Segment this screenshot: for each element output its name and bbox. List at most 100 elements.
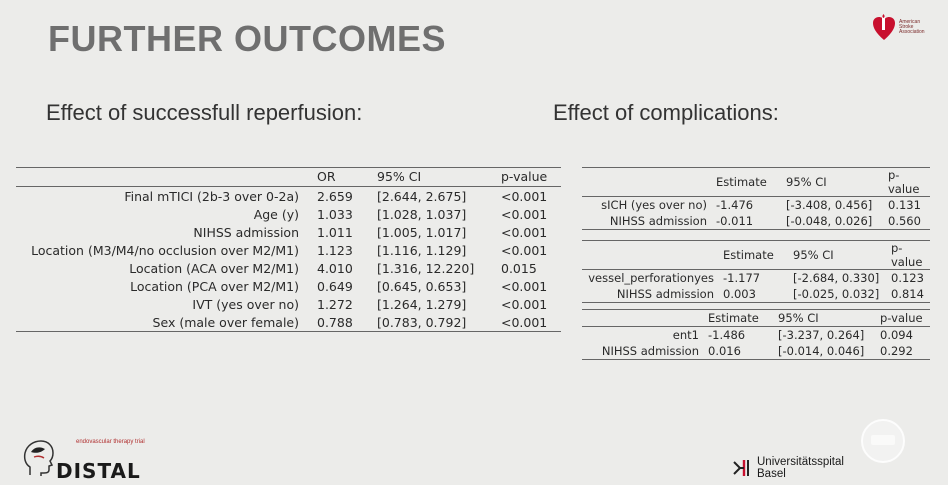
- row-ci: [-2.684, 0.330]: [793, 271, 880, 285]
- distal-wordmark: DISTAL: [56, 459, 141, 483]
- table-row: NIHSS admission -0.011 [-0.048, 0.026] 0…: [582, 213, 930, 230]
- row-ci: [1.116, 1.129]: [377, 242, 467, 258]
- usb-logo: Universitätsspital Basel: [733, 456, 883, 484]
- table-row: ent1 -1.486 [-3.237, 0.264] 0.094: [582, 327, 930, 344]
- table-header-row: Estimate 95% CI p-value: [582, 309, 930, 327]
- heart-torch-icon: [873, 14, 895, 40]
- row-label: sICH (yes over no): [601, 198, 707, 212]
- row-or: 0.788: [317, 314, 353, 330]
- table-header-row: OR 95% CI p-value: [16, 167, 561, 187]
- table-row: Final mTICI (2b-3 over 0-2a) 2.659 [2.64…: [16, 187, 561, 206]
- row-label: Age (y): [253, 206, 299, 222]
- table-row: IVT (yes over no) 1.272 [1.264, 1.279] <…: [16, 295, 561, 313]
- row-ci: [0.783, 0.792]: [377, 314, 467, 330]
- sich-table: Estimate 95% CI p-value sICH (yes over n…: [582, 167, 930, 230]
- row-or: 1.272: [317, 296, 353, 312]
- row-estimate: -1.177: [723, 271, 761, 285]
- table-row: vessel_perforationyes -1.177 [-2.684, 0.…: [582, 270, 930, 287]
- distal-tagline: endovascular therapy trial: [76, 439, 145, 445]
- reperfusion-table: OR 95% CI p-value Final mTICI (2b-3 over…: [16, 167, 561, 332]
- right-heading: Effect of complications:: [553, 100, 779, 125]
- header-estimate: Estimate: [720, 240, 790, 270]
- row-label: NIHSS admission: [601, 344, 699, 358]
- row-p: <0.001: [501, 242, 548, 258]
- row-label: IVT (yes over no): [192, 296, 299, 312]
- table-row: Sex (male over female) 0.788 [0.783, 0.7…: [16, 313, 561, 332]
- header-p: p-value: [888, 240, 930, 270]
- ent-table: Estimate 95% CI p-value ent1 -1.486 [-3.…: [582, 309, 930, 360]
- row-label: Location (PCA over M2/M1): [130, 278, 299, 294]
- row-ci: [-0.014, 0.046]: [778, 344, 865, 358]
- row-ci: [0.645, 0.653]: [377, 278, 467, 294]
- row-p: <0.001: [501, 206, 548, 222]
- row-p: <0.001: [501, 296, 548, 312]
- header-or: OR: [313, 167, 373, 187]
- distal-logo: endovascular therapy trial DISTAL: [22, 433, 172, 483]
- usb-line2: Basel: [757, 468, 786, 480]
- row-or: 1.011: [317, 224, 353, 240]
- row-label: Final mTICI (2b-3 over 0-2a): [124, 188, 299, 204]
- table-row: Age (y) 1.033 [1.028, 1.037] <0.001: [16, 205, 561, 223]
- row-estimate: -0.011: [716, 214, 754, 228]
- row-or: 0.649: [317, 278, 353, 294]
- row-p: <0.001: [501, 224, 548, 240]
- left-heading: Effect of successfull reperfusion:: [46, 100, 363, 125]
- row-p: 0.015: [501, 260, 537, 276]
- header-p: p-value: [497, 167, 561, 187]
- row-estimate: 0.003: [723, 287, 756, 301]
- header-ci: 95% CI: [373, 167, 497, 187]
- header-estimate: Estimate: [713, 167, 783, 197]
- row-label: NIHSS admission: [609, 214, 707, 228]
- row-estimate: -1.476: [716, 198, 754, 212]
- header-label: [16, 167, 313, 187]
- table-header-row: Estimate 95% CI p-value: [582, 240, 930, 270]
- row-ci: [1.028, 1.037]: [377, 206, 467, 222]
- row-ci: [1.264, 1.279]: [377, 296, 467, 312]
- row-or: 1.033: [317, 206, 353, 222]
- row-ci: [1.316, 12.220]: [377, 260, 475, 276]
- row-p: 0.123: [891, 271, 924, 285]
- row-label: Location (ACA over M2/M1): [129, 260, 299, 276]
- brain-head-icon: [23, 440, 54, 476]
- watermark-icon: [861, 419, 905, 463]
- table-row: NIHSS admission 1.011 [1.005, 1.017] <0.…: [16, 223, 561, 241]
- row-or: 4.010: [317, 260, 353, 276]
- table-row: sICH (yes over no) -1.476 [-3.408, 0.456…: [582, 197, 930, 214]
- table-header-row: Estimate 95% CI p-value: [582, 167, 930, 197]
- row-label: Location (M3/M4/no occlusion over M2/M1): [31, 242, 299, 258]
- vessel-perforation-table: Estimate 95% CI p-value vessel_perforati…: [582, 240, 930, 303]
- header-ci: 95% CI: [775, 309, 877, 327]
- header-p: p-value: [877, 309, 930, 327]
- row-ci: [-3.237, 0.264]: [778, 328, 865, 342]
- header-p: p-value: [885, 167, 930, 197]
- table-row: Location (M3/M4/no occlusion over M2/M1)…: [16, 241, 561, 259]
- row-p: 0.094: [880, 328, 913, 342]
- row-p: 0.814: [891, 287, 924, 301]
- row-or: 2.659: [317, 188, 353, 204]
- aha-logo-text: American Stroke Association: [899, 19, 925, 35]
- row-label: NIHSS admission: [193, 224, 299, 240]
- table-row: Location (PCA over M2/M1) 0.649 [0.645, …: [16, 277, 561, 295]
- slide-title: FURTHER OUTCOMES: [48, 18, 446, 59]
- header-ci: 95% CI: [783, 167, 885, 197]
- row-ci: [1.005, 1.017]: [377, 224, 467, 240]
- header-label: [582, 167, 713, 197]
- row-p: <0.001: [501, 278, 548, 294]
- row-p: 0.131: [888, 198, 921, 212]
- row-ci: [-0.025, 0.032]: [793, 287, 880, 301]
- row-estimate: -1.486: [708, 328, 746, 342]
- header-ci: 95% CI: [790, 240, 888, 270]
- header-label: [582, 309, 705, 327]
- usb-text: Universitätsspital Basel: [757, 456, 844, 480]
- row-p: <0.001: [501, 188, 548, 204]
- row-label: vessel_perforationyes: [588, 271, 714, 285]
- row-or: 1.123: [317, 242, 353, 258]
- row-p: <0.001: [501, 314, 548, 330]
- table-row: NIHSS admission 0.003 [-0.025, 0.032] 0.…: [582, 286, 930, 303]
- row-label: ent1: [672, 328, 699, 342]
- row-p: 0.560: [888, 214, 921, 228]
- row-p: 0.292: [880, 344, 913, 358]
- table-row: Location (ACA over M2/M1) 4.010 [1.316, …: [16, 259, 561, 277]
- table-row: NIHSS admission 0.016 [-0.014, 0.046] 0.…: [582, 343, 930, 360]
- row-label: Sex (male over female): [152, 314, 299, 330]
